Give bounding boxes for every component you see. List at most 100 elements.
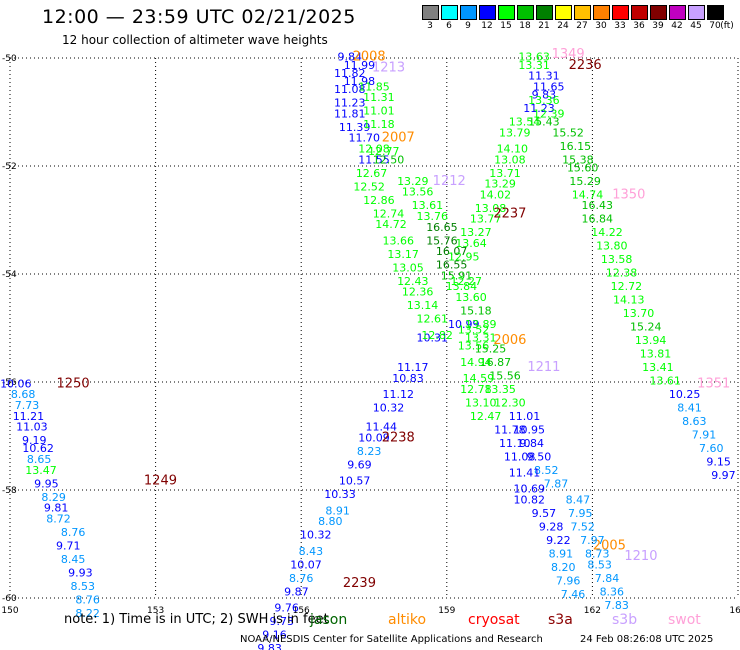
- wave-height-value: 13.56: [458, 340, 490, 353]
- wave-height-value: 9.83: [532, 89, 557, 102]
- wave-height-value: 12.27: [450, 275, 482, 288]
- wave-height-value: 10.57: [339, 475, 371, 488]
- wave-height-value: 8.76: [61, 526, 86, 539]
- wave-height-value: 13.56: [402, 186, 434, 199]
- legend-swatch: [460, 5, 477, 20]
- wave-height-value: 10.82: [514, 494, 546, 507]
- wave-height-value: 13.17: [387, 248, 419, 261]
- wave-height-value: 11.23: [523, 102, 555, 115]
- wave-height-value: 16.43: [582, 199, 614, 212]
- wave-height-value: 11.10: [499, 437, 531, 450]
- wave-height-value: 7.60: [699, 442, 724, 455]
- wave-height-value: 11.03: [16, 421, 48, 434]
- track-label: 2239: [343, 576, 376, 591]
- wave-height-value: 12.52: [353, 180, 385, 193]
- track-label: 2005: [593, 538, 626, 553]
- legend-swatch: [631, 5, 648, 20]
- timestamp-text: 24 Feb 08:26:08 UTC 2025: [580, 634, 714, 645]
- track-label: 2008: [353, 50, 386, 65]
- wave-height-value: 11.98: [344, 75, 376, 88]
- wave-height-value: 9.84: [337, 51, 362, 64]
- wave-height-value: 13.70: [623, 307, 655, 320]
- wave-height-value: 13.08: [475, 202, 507, 215]
- wave-height-value: 13.14: [407, 299, 439, 312]
- wave-height-value: 15.43: [528, 116, 560, 129]
- wave-height-value: 12.36: [402, 286, 434, 299]
- track-label: 1210: [624, 549, 657, 564]
- wave-height-value: 7.46: [561, 588, 586, 601]
- wave-height-value: 9.76: [274, 602, 299, 615]
- legend-swatch: [593, 5, 610, 20]
- wave-height-value: 8.91: [325, 504, 350, 517]
- wave-height-value: 10.09: [358, 431, 390, 444]
- wave-height-value: 13.66: [383, 234, 415, 247]
- wave-height-value: 9.57: [532, 507, 557, 520]
- track-label: 2006: [493, 333, 526, 348]
- wave-height-value: 13.71: [489, 167, 521, 180]
- wave-height-value: 7.97: [580, 534, 605, 547]
- wave-height-value: 10.31: [416, 332, 448, 345]
- wave-height-value: 9.28: [539, 521, 564, 534]
- wave-height-value: 15.18: [460, 305, 492, 318]
- satellite-swot: swot: [668, 612, 701, 628]
- wave-height-value: 11.21: [13, 410, 45, 423]
- legend-swatch: [536, 5, 553, 20]
- legend-swatch: [612, 5, 629, 20]
- wave-height-value: 11.39: [339, 121, 371, 134]
- wave-height-value: 13.60: [455, 291, 487, 304]
- wave-height-value: 8.47: [566, 494, 591, 507]
- wave-height-value: 15.38: [562, 153, 594, 166]
- wave-height-value: 11.55: [358, 153, 390, 166]
- track-label: 2236: [569, 58, 602, 73]
- wave-height-value: 8.23: [357, 445, 382, 458]
- wave-height-value: 13.77: [470, 213, 502, 226]
- wave-height-value: 8.73: [585, 548, 610, 561]
- wave-height-value: 7.87: [544, 477, 569, 490]
- y-tick-label: -54: [2, 270, 17, 280]
- wave-height-value: 14.59: [463, 372, 495, 385]
- wave-height-value: 8.43: [299, 545, 324, 558]
- wave-height-value: 13.81: [640, 348, 672, 361]
- wave-height-value: 8.72: [46, 512, 71, 525]
- wave-height-value: 15.25: [475, 342, 507, 355]
- wave-height-value: 13.31: [518, 59, 550, 72]
- track-label: 1350: [612, 187, 645, 202]
- wave-height-value: 9.15: [706, 456, 731, 469]
- wave-height-value: 9.95: [34, 477, 59, 490]
- wave-height-value: 12.39: [533, 107, 565, 120]
- wave-height-value: 8.63: [682, 415, 707, 428]
- wave-height-value: 9.97: [711, 469, 736, 482]
- wave-height-value: 11.31: [363, 91, 395, 104]
- wave-height-value: 14.94: [460, 356, 492, 369]
- legend-label: 36: [633, 21, 645, 31]
- wave-height-value: 8.68: [11, 388, 36, 401]
- wave-height-value: 13.61: [412, 199, 444, 212]
- legend-label: 39: [652, 21, 664, 31]
- wave-height-value: 8.91: [549, 548, 574, 561]
- wave-height-value: 9.22: [546, 534, 571, 547]
- wave-height-value: 13.76: [416, 210, 448, 223]
- legend-swatch: [498, 5, 515, 20]
- wave-height-value: 10.62: [22, 442, 54, 455]
- wave-height-value: 13.29: [397, 175, 429, 188]
- wave-height-value: 11.99: [344, 59, 376, 72]
- wave-height-value: 12.30: [494, 396, 526, 409]
- legend-label: 42: [671, 21, 683, 31]
- legend-label: 12: [481, 21, 493, 31]
- wave-height-value: 9.93: [68, 566, 93, 579]
- wave-height-value: 8.76: [289, 572, 314, 585]
- wave-height-value: 12.77: [368, 145, 400, 158]
- wave-height-value: 13.29: [484, 178, 516, 191]
- y-tick-label: -50: [2, 54, 17, 64]
- wave-height-value: 11.08: [334, 83, 366, 96]
- wave-height-value: 13.27: [460, 226, 492, 239]
- wave-height-value: 8.41: [677, 402, 702, 415]
- legend-label: 27: [576, 21, 588, 31]
- track-label: 2237: [493, 206, 526, 221]
- track-label: 1351: [697, 376, 730, 391]
- legend-label: 21: [538, 21, 550, 31]
- wave-height-value: 11.85: [358, 80, 390, 93]
- wave-height-value: 10.07: [290, 558, 322, 571]
- wave-height-value: 9.73: [270, 615, 295, 628]
